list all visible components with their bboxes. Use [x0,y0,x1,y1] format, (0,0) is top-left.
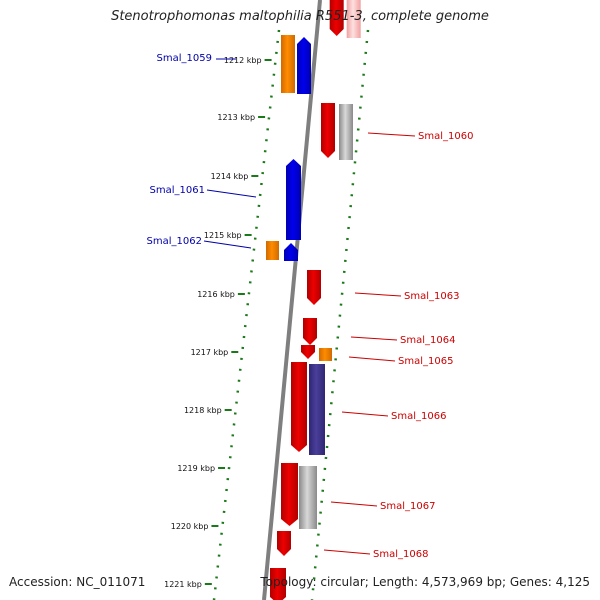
outer-dotted-track [310,29,370,600]
tick-label: 1217 kbp [191,348,229,357]
gene-block-smal-1067 [281,463,298,526]
scale-ticks: 1212 kbp 1213 kbp 1214 kbp 1215 kbp 1216 kbp… [164,56,272,589]
leader-line [341,411,389,417]
gene-block-1064-small [301,345,315,359]
gene-label-smal-1059: Smal_1059 [157,53,212,64]
gene-block-smal-1065 [319,348,332,361]
leader-line [206,189,257,198]
tick-label: 1216 kbp [197,290,235,299]
gene-block-smal-1063 [307,270,321,305]
tick-label: 1215 kbp [204,231,242,240]
gene-block-smal-1064 [303,318,317,345]
gene-label-smal-1062: Smal_1062 [147,236,202,247]
gene-block-smal-1059 [297,37,311,94]
gene-label-smal-1063: Smal_1063 [404,291,459,302]
gene-block-1059-orange [281,35,295,93]
inner-dotted-track [212,29,281,600]
leader-line [367,132,416,137]
tick-label: 1214 kbp [211,172,249,181]
accession-text: Accession: NC_011071 [9,575,146,589]
gene-block-1067-grey [299,466,317,529]
tick-label: 1221 kbp [164,580,202,589]
leader-line [330,501,378,507]
gene-label-smal-1061: Smal_1061 [150,185,205,196]
tick-label: 1212 kbp [224,56,262,65]
gene-block-smal-1068 [277,531,291,556]
gene-label-smal-1060: Smal_1060 [418,131,473,142]
genome-backbone [262,0,322,600]
gene-block-top-reverse [329,0,344,36]
gene-block-smal-1061 [286,159,301,240]
leader-line [323,549,371,555]
gene-block-smal-1060 [321,103,335,158]
leader-line [350,336,398,341]
gene-block-1060-grey [339,104,353,160]
leader-line [348,356,396,362]
map-title: Stenotrophomonas maltophilia R551-3, com… [111,9,489,24]
tick-label: 1219 kbp [177,464,215,473]
dotted-tracks [212,29,370,600]
topology-text: Topology: circular; Length: 4,573,969 bp… [260,575,590,589]
gene-label-smal-1066: Smal_1066 [391,411,446,422]
gene-block-1062-orange [266,241,279,260]
gene-label-smal-1068: Smal_1068 [373,549,428,560]
tick-label: 1218 kbp [184,406,222,415]
gene-label-smal-1065: Smal_1065 [398,356,453,367]
backbone-line [262,0,322,600]
tick-label: 1220 kbp [171,522,209,531]
gene-block-top-pink [346,0,361,38]
gene-block-smal-1066-left [291,362,307,452]
gene-label-smal-1067: Smal_1067 [380,501,435,512]
gene-labels: Smal_1059 Smal_1060 Smal_1061 Smal_1062 Smal… [147,53,474,560]
gene-label-smal-1064: Smal_1064 [400,335,455,346]
gene-features [266,0,361,600]
gene-block-smal-1066 [309,364,325,455]
tick-label: 1213 kbp [217,113,255,122]
leader-line [354,292,402,297]
gene-block-smal-1062 [284,243,298,261]
gene-block-bottom [270,568,286,600]
leader-line [203,240,252,249]
